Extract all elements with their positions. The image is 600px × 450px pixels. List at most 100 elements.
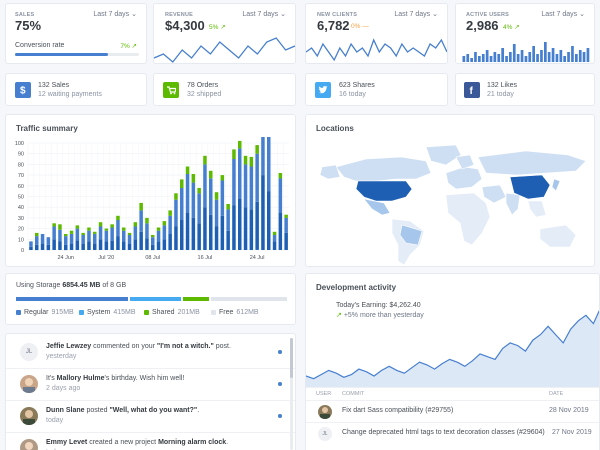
trend-up-icon: ↗ [220, 24, 226, 31]
avatar [20, 407, 38, 425]
traffic-bar [52, 223, 56, 227]
traffic-bar [267, 137, 271, 192]
storage-segment [16, 297, 129, 301]
locations-card: Locations [305, 114, 595, 267]
traffic-bar [87, 230, 91, 242]
traffic-bar [40, 234, 45, 244]
sales-stat-sub: 12 waiting payments [38, 91, 102, 98]
traffic-bar [116, 215, 120, 221]
revenue-value: $4,300 [165, 18, 205, 33]
map-greenland [425, 144, 462, 166]
active-users-period-dropdown[interactable]: Last 7 days ⌄ [541, 11, 585, 18]
traffic-bar [29, 241, 33, 247]
traffic-bar [139, 231, 143, 250]
new-clients-period-dropdown[interactable]: Last 7 days ⌄ [394, 11, 438, 18]
unread-dot [278, 382, 282, 386]
cart-icon [163, 82, 179, 98]
world-map[interactable] [306, 137, 595, 267]
users-bar [478, 56, 481, 62]
traffic-bar [284, 232, 288, 250]
revenue-card: REVENUE Last 7 days ⌄ $4,300 5% ↗ [153, 3, 296, 64]
feed-item[interactable]: Emmy Levet created a new project Morning… [6, 433, 295, 450]
users-bar [563, 56, 566, 62]
shares-stat-title: 623 Shares [339, 82, 375, 89]
chevron-down-icon: ⌄ [432, 11, 438, 18]
facebook-icon: f [464, 82, 480, 98]
users-bar [512, 44, 516, 62]
x-tick-label: Jul '20 [98, 255, 114, 261]
traffic-bar [81, 243, 85, 250]
traffic-bar [122, 227, 126, 231]
traffic-bar [122, 241, 126, 250]
users-bar [520, 50, 524, 62]
traffic-bar [64, 234, 68, 237]
traffic-bar [226, 209, 230, 231]
traffic-bar [139, 210, 143, 232]
revenue-period-dropdown[interactable]: Last 7 days ⌄ [242, 11, 286, 18]
traffic-bar [81, 232, 85, 235]
orders-stat-title: 78 Orders [187, 82, 219, 89]
traffic-bar [110, 240, 114, 250]
traffic-bar [209, 214, 213, 250]
traffic-bar [81, 235, 85, 244]
traffic-bar [220, 180, 225, 216]
conversion-rate-label: Conversion rate [15, 42, 65, 49]
users-bar [474, 52, 477, 62]
sales-label: SALES [15, 12, 35, 18]
traffic-bar [151, 235, 155, 238]
traffic-bar [75, 225, 80, 229]
commit-row[interactable]: JL Change deprecated html tags to text d… [306, 422, 599, 444]
feed-scrollbar[interactable] [290, 338, 293, 450]
traffic-bar [214, 192, 219, 200]
traffic-bar [35, 244, 39, 251]
likes-stat-text: 132 Likes 21 today [487, 81, 517, 99]
users-bar [571, 46, 574, 62]
x-tick-label: 16 Jul [198, 255, 213, 261]
users-bar [547, 52, 551, 62]
feed-item[interactable]: JL Jeffie Lewzey commented on your "I'm … [6, 337, 295, 369]
users-bar [485, 50, 489, 62]
traffic-bar [156, 241, 161, 250]
sales-stat-card: $ 132 Sales 12 waiting payments [5, 73, 147, 106]
traffic-bar [197, 193, 201, 224]
traffic-bar [87, 227, 91, 231]
traffic-bar [93, 243, 97, 250]
feed-item[interactable]: It's Mallory Hulme's birthday. Wish him … [6, 369, 295, 401]
orders-stat-text: 78 Orders 32 shipped [187, 81, 221, 99]
feed-item[interactable]: Dunn Slane posted "Well, what do you wan… [6, 401, 295, 433]
traffic-bar [232, 149, 236, 159]
users-bar [470, 58, 473, 62]
traffic-bar [151, 237, 155, 245]
conversion-pct: 7% ↗ [120, 43, 137, 50]
trend-up-icon: ↗ [131, 43, 137, 50]
y-tick-label: 60 [18, 184, 24, 190]
traffic-bar [278, 212, 283, 250]
users-bar [497, 54, 501, 62]
traffic-bar [87, 241, 91, 250]
users-bar [555, 54, 559, 62]
storage-legend-system: System 415MB [79, 309, 136, 316]
traffic-bar [40, 243, 45, 250]
map-india [505, 192, 521, 216]
todays-earning: Today's Earning: $4,262.40 [336, 302, 421, 309]
x-tick-label: 24 Jun [57, 255, 74, 261]
revenue-sparkline [154, 37, 295, 63]
traffic-bar [127, 232, 132, 235]
traffic-bar [46, 237, 51, 245]
col-date: DATE [549, 391, 564, 397]
commits-table-header: USER COMMIT DATE [306, 387, 599, 399]
free-swatch [211, 310, 216, 315]
commit-date: 28 Nov 2019 [549, 407, 589, 414]
traffic-bar [203, 207, 207, 250]
y-tick-label: 10 [18, 237, 24, 243]
traffic-bar [151, 244, 155, 251]
commit-row[interactable]: Fix dart Sass compatibility (#29755) 28 … [306, 400, 599, 422]
users-bar [481, 54, 485, 62]
traffic-bar [255, 201, 259, 250]
col-commit: COMMIT [342, 391, 365, 397]
sales-period-dropdown[interactable]: Last 7 days ⌄ [93, 11, 137, 18]
trend-flat-icon: — [362, 23, 369, 30]
storage-legend-shared: Shared 201MB [144, 309, 200, 316]
map-japan [551, 178, 561, 192]
users-bar [528, 52, 532, 62]
